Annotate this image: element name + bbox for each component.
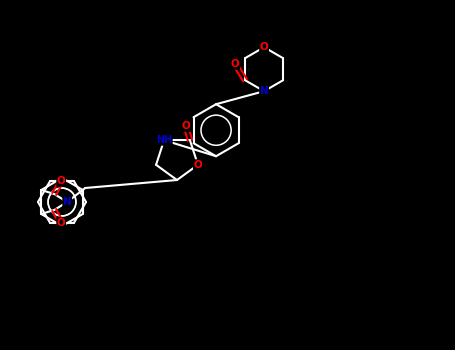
Text: O: O [231,59,239,69]
Text: O: O [57,176,66,186]
Text: NH: NH [156,135,172,145]
Text: O: O [182,121,190,131]
Text: N: N [260,86,268,96]
Text: N: N [63,197,71,207]
Text: O: O [260,42,268,52]
Text: O: O [57,218,66,228]
Text: O: O [193,160,202,170]
